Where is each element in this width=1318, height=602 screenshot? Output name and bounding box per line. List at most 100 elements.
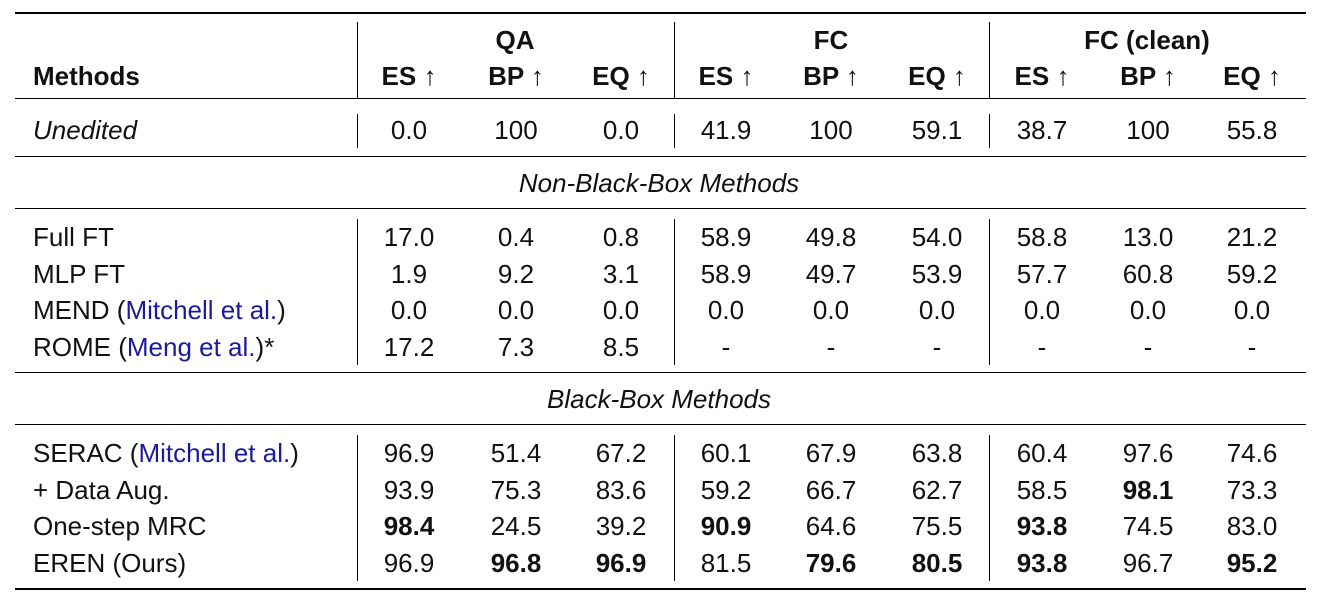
non-black-box-cell-qa-bp: 7.3 — [497, 331, 535, 362]
non-black-box-cell-fc-es: - — [721, 331, 731, 362]
non-black-box-cell-fc-eq: 0.0 — [918, 295, 956, 325]
non-black-box-cell-fc-clean-bp: 60.8 — [1122, 258, 1174, 289]
non-black-box-cell-fc-bp: 49.7 — [805, 258, 857, 289]
black-box-cell-qa-bp: 24.5 — [490, 511, 542, 541]
vrule-unedited-3 — [989, 114, 991, 148]
non-black-box-cell-qa-eq: 8.5 — [602, 331, 640, 362]
metric-header-fc-clean-bp: BP ↑ — [1120, 61, 1176, 91]
citation-link[interactable]: Meng et al. — [126, 331, 256, 362]
black-box-cell-qa-eq: 83.6 — [595, 474, 647, 505]
non-black-box-cell-fc-es: 0.0 — [707, 295, 745, 325]
black-box-cell-fc-eq: 62.7 — [911, 474, 963, 505]
non-black-box-cell-fc-bp: 0.0 — [812, 295, 850, 325]
vrule-header-3 — [989, 22, 991, 98]
metric-header-fc-clean-eq: EQ ↑ — [1223, 61, 1281, 91]
non-black-box-row-label: ROME (Meng et al.)* — [33, 332, 274, 362]
method-name: Full FT — [33, 222, 114, 252]
metric-header-qa-es: ES ↑ — [381, 61, 437, 91]
unedited-rule — [15, 156, 1306, 158]
black-box-cell-qa-eq: 67.2 — [595, 438, 647, 468]
black-box-cell-fc-es: 81.5 — [700, 547, 752, 578]
black-box-cell-fc-clean-eq: 74.6 — [1226, 438, 1278, 468]
header-rule — [15, 98, 1306, 100]
black-box-cell-fc-eq: 63.8 — [911, 438, 963, 468]
non-black-box-cell-fc-clean-es: - — [1037, 331, 1047, 362]
nbb-section-rule — [15, 208, 1306, 210]
non-black-box-cell-fc-eq: - — [932, 331, 942, 362]
non-black-box-cell-qa-eq: 0.8 — [602, 222, 640, 252]
black-box-cell-fc-es: 90.9 — [700, 511, 752, 541]
non-black-box-cell-qa-bp: 0.4 — [497, 222, 535, 252]
vrule-nbb-2 — [674, 219, 676, 365]
black-box-cell-fc-clean-bp: 97.6 — [1122, 438, 1174, 468]
non-black-box-cell-qa-eq: 3.1 — [602, 258, 640, 289]
black-box-cell-fc-clean-es: 93.8 — [1016, 511, 1068, 541]
citation-link[interactable]: Mitchell et al. — [125, 295, 278, 325]
non-black-box-cell-fc-clean-eq: 59.2 — [1226, 258, 1278, 289]
vrule-bb-3 — [989, 435, 991, 581]
non-black-box-cell-qa-es: 1.9 — [390, 258, 428, 289]
unedited-cell-qa-es: 0.0 — [390, 115, 428, 145]
non-black-box-cell-fc-clean-eq: 0.0 — [1233, 295, 1271, 325]
non-black-box-cell-fc-es: 58.9 — [700, 222, 752, 252]
black-box-cell-fc-bp: 67.9 — [805, 438, 857, 468]
unedited-cell-fc-clean-es: 38.7 — [1016, 115, 1068, 145]
group-label-qa: QA — [495, 25, 535, 55]
method-name: + Data Aug. — [33, 474, 170, 505]
non-black-box-row-label: Full FT — [33, 222, 114, 252]
non-black-box-row-label: MLP FT — [33, 259, 125, 289]
non-black-box-cell-fc-clean-es: 58.8 — [1016, 222, 1068, 252]
method-suffix: ) — [277, 295, 286, 325]
black-box-cell-fc-clean-es: 60.4 — [1016, 438, 1068, 468]
black-box-cell-qa-es: 96.9 — [383, 547, 435, 578]
black-box-cell-fc-clean-es: 58.5 — [1016, 474, 1068, 505]
black-box-cell-qa-eq: 96.9 — [595, 547, 647, 578]
method-name: ROME ( — [33, 331, 127, 362]
non-black-box-cell-fc-bp: 49.8 — [805, 222, 857, 252]
method-name: MLP FT — [33, 258, 125, 289]
vrule-header-1 — [357, 22, 359, 98]
vrule-nbb-3 — [989, 219, 991, 365]
non-black-box-cell-fc-clean-es: 0.0 — [1023, 295, 1061, 325]
black-box-cell-fc-clean-bp: 96.7 — [1122, 547, 1174, 578]
non-black-box-cell-fc-clean-bp: 13.0 — [1122, 222, 1174, 252]
metric-header-qa-eq: EQ ↑ — [592, 61, 650, 91]
black-box-cell-fc-clean-eq: 73.3 — [1226, 474, 1278, 505]
black-box-cell-fc-bp: 79.6 — [805, 547, 857, 578]
vrule-header-2 — [674, 22, 676, 98]
black-box-cell-fc-bp: 64.6 — [805, 511, 857, 541]
black-box-cell-qa-es: 96.9 — [383, 438, 435, 468]
vrule-bb-1 — [357, 435, 359, 581]
method-name: SERAC ( — [33, 438, 139, 468]
methods-column-header: Methods — [33, 61, 140, 91]
metric-header-fc-bp: BP ↑ — [803, 61, 859, 91]
method-name: MEND ( — [33, 295, 126, 325]
black-box-cell-qa-bp: 51.4 — [490, 438, 542, 468]
vrule-unedited-1 — [357, 114, 359, 148]
citation-link[interactable]: Mitchell et al. — [138, 438, 291, 468]
unedited-cell-fc-bp: 100 — [809, 115, 853, 145]
non-black-box-section-title: Non-Black-Box Methods — [518, 168, 800, 198]
black-box-cell-fc-clean-eq: 95.2 — [1226, 547, 1278, 578]
method-suffix: )* — [255, 331, 275, 362]
top-rule — [15, 12, 1306, 15]
non-black-box-cell-fc-bp: - — [826, 331, 836, 362]
black-box-cell-fc-bp: 66.7 — [805, 474, 857, 505]
non-black-box-cell-fc-clean-bp: 0.0 — [1129, 295, 1167, 325]
black-box-cell-fc-eq: 75.5 — [911, 511, 963, 541]
group-label-fc-clean: FC (clean) — [1084, 25, 1210, 55]
unedited-cell-fc-es: 41.9 — [700, 115, 752, 145]
unedited-cell-fc-clean-bp: 100 — [1126, 115, 1170, 145]
unedited-label: Unedited — [33, 115, 138, 145]
non-black-box-cell-fc-clean-eq: 21.2 — [1226, 222, 1278, 252]
non-black-box-cell-qa-es: 0.0 — [390, 295, 428, 325]
unedited-cell-fc-eq: 59.1 — [911, 115, 963, 145]
metric-header-qa-bp: BP ↑ — [488, 61, 544, 91]
non-black-box-cell-fc-es: 58.9 — [700, 258, 752, 289]
black-box-row-label: SERAC (Mitchell et al.) — [33, 438, 299, 468]
non-black-box-cell-fc-clean-es: 57.7 — [1016, 258, 1068, 289]
method-name: One-step MRC — [33, 511, 207, 541]
bb-section-rule — [15, 424, 1306, 426]
non-black-box-cell-qa-bp: 0.0 — [497, 295, 535, 325]
black-box-cell-qa-bp: 75.3 — [490, 474, 542, 505]
